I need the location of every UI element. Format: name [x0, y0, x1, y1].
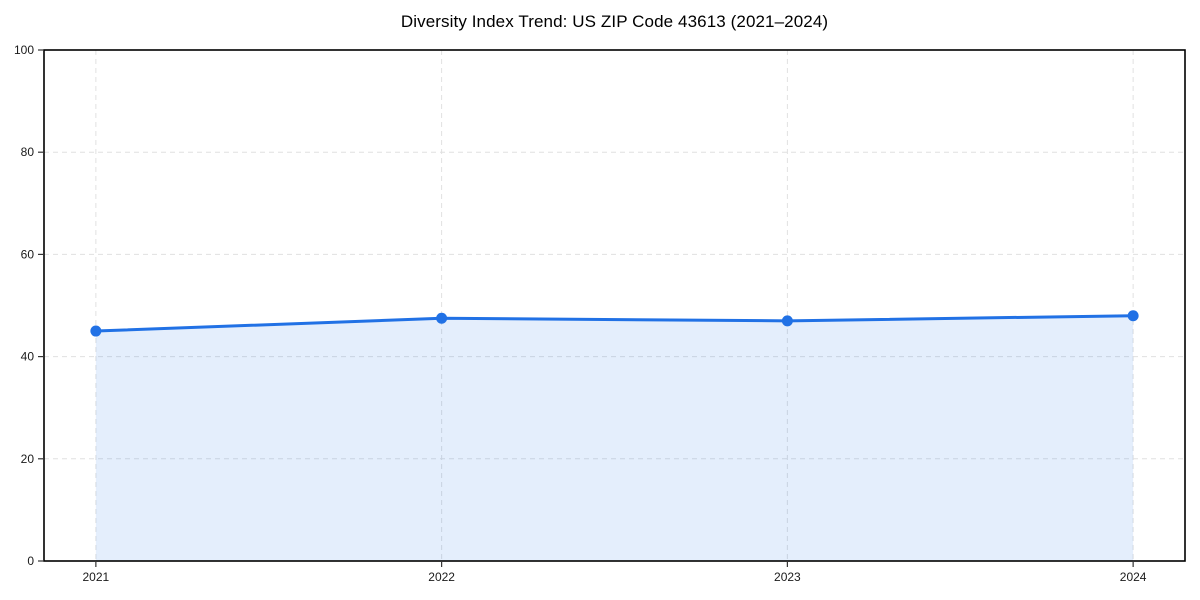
trend-line — [94, 314, 1135, 333]
y-tick-label: 40 — [21, 350, 35, 364]
y-tick-label: 0 — [27, 554, 34, 568]
data-point-marker — [436, 312, 448, 324]
area-fill — [95, 315, 1134, 561]
x-tick-label: 2024 — [1120, 570, 1147, 584]
chart-title: Diversity Index Trend: US ZIP Code 43613… — [400, 12, 829, 31]
y-tick-label: 20 — [21, 452, 35, 466]
data-point-marker — [781, 315, 793, 327]
y-tick-label: 60 — [21, 247, 35, 261]
x-tick-label: 2021 — [83, 570, 110, 584]
plot-border — [43, 49, 1186, 562]
data-point-marker — [1127, 310, 1139, 322]
data-point-marker — [90, 325, 102, 337]
y-tick-label: 100 — [14, 43, 34, 57]
y-tick-label: 80 — [21, 145, 35, 159]
x-tick-label: 2023 — [774, 570, 801, 584]
x-tick-label: 2022 — [428, 570, 455, 584]
